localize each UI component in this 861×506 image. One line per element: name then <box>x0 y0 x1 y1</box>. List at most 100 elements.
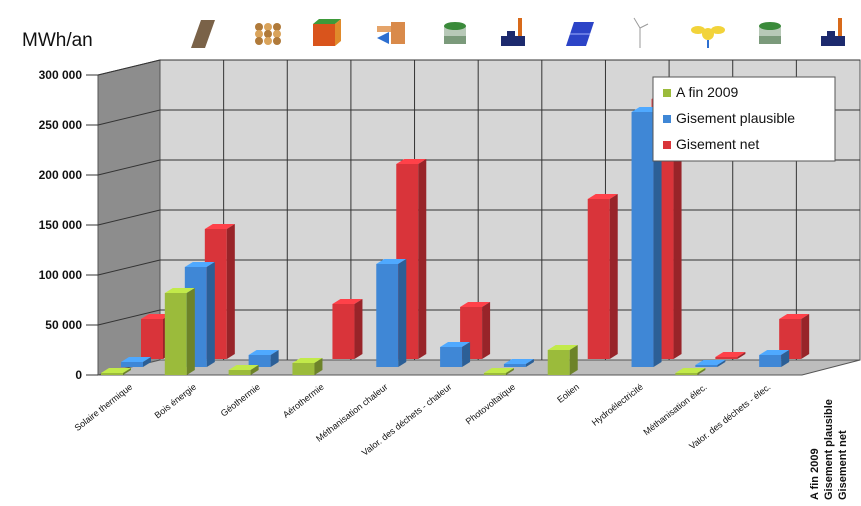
bar-gisement-plausible-valor-des-dechets-elec <box>759 350 790 367</box>
bar-side <box>482 302 491 359</box>
bar-side <box>462 342 471 367</box>
unit-label: MWh/an <box>22 30 93 51</box>
bar-top <box>332 299 363 304</box>
bar-front <box>228 370 251 375</box>
bar-side <box>525 359 534 367</box>
bar-top <box>759 350 790 355</box>
bar-gisement-plausible-photovoltaique <box>503 359 534 367</box>
bar-a-fin-2009-solaire-thermique <box>101 368 131 375</box>
bar-side <box>123 368 131 375</box>
bar-side <box>250 365 259 375</box>
bar-a-fin-2009-photovoltaique <box>483 368 514 375</box>
gridline-side <box>97 259 161 276</box>
waste-incinerator-icon <box>821 18 845 46</box>
bar-gisement-plausible-solaire-thermique <box>121 357 151 367</box>
y-tick-label: 100 000 <box>39 268 83 282</box>
y-tick-label: 200 000 <box>39 168 83 182</box>
bar-top <box>483 368 514 373</box>
heat-pump-icon <box>377 22 405 44</box>
bar-top <box>292 358 323 363</box>
bar-gisement-net-valor-des-dechets-elec <box>779 314 810 359</box>
bar-front <box>332 304 355 359</box>
bar-front <box>547 350 570 375</box>
bar-top <box>121 357 151 362</box>
y-tick-label: 150 000 <box>39 218 83 232</box>
y-tick-label: 250 000 <box>39 118 83 132</box>
bar-gisement-plausible-methanisation-elec <box>695 360 726 367</box>
bar-side <box>609 194 618 359</box>
bar-side <box>697 368 706 375</box>
wood-chips-icon <box>255 23 281 45</box>
bar-front <box>675 373 698 375</box>
bar-front <box>141 319 163 359</box>
bar-side <box>781 350 790 367</box>
bar-gisement-net-aerothermie <box>332 299 363 359</box>
bar-side <box>143 357 151 367</box>
gridline-side <box>97 309 161 326</box>
bar-a-fin-2009-eolien <box>547 345 578 375</box>
depth-axis-label: Gisement net <box>837 430 849 500</box>
bar-top <box>440 342 471 347</box>
bar-a-fin-2009-methanisation-elec <box>675 368 706 375</box>
legend-label-a-fin-2009: A fin 2009 <box>676 84 738 100</box>
bar-a-fin-2009-aerothermie <box>292 358 323 375</box>
bar-front <box>779 319 802 359</box>
bar-front <box>503 364 526 367</box>
bar-top <box>460 302 491 307</box>
legend: A fin 2009 Gisement plausible Gisement n… <box>652 76 836 162</box>
legend-label-gisement-plausible: Gisement plausible <box>676 110 795 126</box>
bar-front <box>248 355 271 367</box>
bars <box>101 94 810 375</box>
bar-front <box>121 362 143 367</box>
bar-top <box>141 314 171 319</box>
bar-top <box>376 259 407 264</box>
bar-top <box>101 368 131 373</box>
x-tick-label: Hydroélectricité <box>590 382 645 428</box>
bar-side <box>270 350 279 367</box>
bar-side <box>226 224 235 359</box>
x-axis-ticks: Solaire thermique Bois énergie Géothermie A… <box>73 382 773 458</box>
bar-front <box>483 373 506 375</box>
bar-front <box>759 355 782 367</box>
bar-top <box>503 359 534 364</box>
legend-swatch-gisement-plausible <box>663 115 671 123</box>
depth-axis-labels: A fin 2009 Gisement plausible Gisement net <box>809 399 849 500</box>
bar-front <box>376 264 399 367</box>
bar-side <box>186 288 195 375</box>
bar-top <box>184 262 215 267</box>
bar-top <box>779 314 810 319</box>
y-axis-ticks: 300 000 250 000 200 000 150 000 100 000 50 00… <box>39 68 98 382</box>
bar-a-fin-2009-geothermie <box>228 365 259 375</box>
legend-label-gisement-net: Gisement net <box>676 136 759 152</box>
gridline-side <box>97 209 161 226</box>
bar-side <box>398 259 407 367</box>
y-tick-label: 0 <box>75 368 82 382</box>
bar-front <box>164 293 187 375</box>
bar-front <box>587 199 610 359</box>
gridline-side <box>97 109 161 126</box>
depth-axis-label: Gisement plausible <box>823 399 835 500</box>
x-tick-label: Solaire thermique <box>73 382 135 433</box>
x-tick-label: Eolien <box>555 382 581 405</box>
x-tick-label: Photovoltaïque <box>464 382 517 427</box>
bar-side <box>717 360 726 367</box>
bar-front <box>440 347 463 367</box>
wind-turbine-icon <box>633 17 649 48</box>
bar-front <box>695 365 718 367</box>
x-tick-label: Aérothermie <box>281 382 326 420</box>
bar-side <box>418 159 427 359</box>
legend-swatch-a-fin-2009 <box>663 89 671 97</box>
bar-side <box>354 299 363 359</box>
bar-gisement-plausible-methanisation-chaleur <box>376 259 407 367</box>
hydro-turbine-icon <box>691 26 725 48</box>
solar-thermal-panel-icon <box>191 20 215 48</box>
legend-swatch-gisement-net <box>663 141 671 149</box>
bar-top <box>248 350 279 355</box>
x-tick-label: Méthanisation élec. <box>641 382 708 438</box>
bar-top <box>695 360 726 365</box>
biogas-digester-icon <box>759 22 781 44</box>
x-tick-label: Bois énergie <box>153 382 199 421</box>
geothermal-ground-icon <box>313 19 341 46</box>
bar-top <box>228 365 259 370</box>
bar-gisement-plausible-valor-des-dechets-chaleur <box>440 342 471 367</box>
